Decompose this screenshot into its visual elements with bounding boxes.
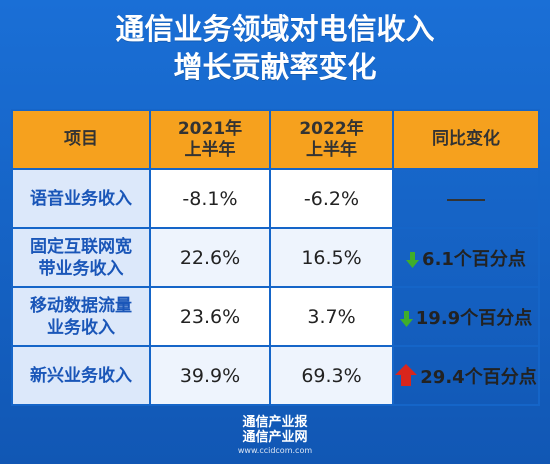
row-label-line1: 语音业务收入 <box>30 188 132 209</box>
value-2022: 69.3% <box>269 345 394 406</box>
header-2022-line1: 2022年 <box>299 118 364 139</box>
change-cell: 6.1个百分点 <box>392 227 540 288</box>
header-item: 项目 <box>11 109 151 170</box>
change-text: 6.1个百分点 <box>422 248 526 270</box>
table-row: 移动数据流量 业务收入 23.6% 3.7% 19.9个百分点 <box>11 286 540 347</box>
value-2021: 39.9% <box>149 345 271 406</box>
down-arrow-icon <box>399 310 413 327</box>
header-row: 项目 2021年 上半年 2022年 上半年 同比变化 <box>11 109 540 170</box>
header-2021-line2: 上半年 <box>184 139 236 160</box>
up-arrow-icon <box>395 363 418 386</box>
data-table: 项目 2021年 上半年 2022年 上半年 同比变化 语音业务收入 -8.1%… <box>11 109 540 406</box>
header-2021: 2021年 上半年 <box>149 109 271 170</box>
value-2021: -8.1% <box>149 168 271 229</box>
value-2022: 3.7% <box>269 286 394 347</box>
row-label-line1: 新兴业务收入 <box>30 365 132 386</box>
row-label: 新兴业务收入 <box>11 345 151 406</box>
table-row: 语音业务收入 -8.1% -6.2% <box>11 168 540 229</box>
change-value: 29.4个百分点 <box>395 363 537 388</box>
footer-line1: 通信产业报 <box>242 415 308 430</box>
title-line-2: 增长贡献率变化 <box>173 50 377 84</box>
footer-watermark: 通信产业报 通信产业网 www.ccidcom.com <box>0 415 550 456</box>
title-line-1: 通信业务领域对电信收入 <box>115 12 435 46</box>
change-value: 19.9个百分点 <box>399 307 533 329</box>
row-label-line1: 固定互联网宽 <box>30 236 132 257</box>
change-text: 19.9个百分点 <box>415 307 533 329</box>
header-2021-line1: 2021年 <box>177 118 243 139</box>
row-label-line2: 业务收入 <box>47 317 115 338</box>
no-change-dash <box>447 198 485 201</box>
row-label: 移动数据流量 业务收入 <box>11 286 151 347</box>
footer-line2: 通信产业网 <box>242 430 308 445</box>
row-label-line2: 带业务收入 <box>38 258 124 279</box>
chart-title: 通信业务领域对电信收入 增长贡献率变化 <box>0 10 550 86</box>
value-2022: 16.5% <box>269 227 394 288</box>
value-2021: 22.6% <box>149 227 271 288</box>
table-row: 固定互联网宽 带业务收入 22.6% 16.5% 6.1个百分点 <box>11 227 540 288</box>
table-row: 新兴业务收入 39.9% 69.3% 29.4个百分点 <box>11 345 540 406</box>
footer-url: www.ccidcom.com <box>237 446 313 455</box>
value-2022: -6.2% <box>269 168 394 229</box>
header-2022-line2: 上半年 <box>306 139 357 160</box>
value-2021: 23.6% <box>149 286 271 347</box>
change-value: 6.1个百分点 <box>406 249 526 270</box>
header-change: 同比变化 <box>392 109 540 170</box>
change-text: 29.4个百分点 <box>420 366 537 388</box>
row-label: 语音业务收入 <box>11 168 151 229</box>
change-cell: 29.4个百分点 <box>392 345 540 406</box>
down-arrow-icon <box>406 251 420 268</box>
header-2022: 2022年 上半年 <box>269 109 394 170</box>
row-label: 固定互联网宽 带业务收入 <box>11 227 151 288</box>
change-cell: 19.9个百分点 <box>392 286 540 347</box>
change-cell <box>392 168 540 229</box>
row-label-line1: 移动数据流量 <box>30 295 132 316</box>
